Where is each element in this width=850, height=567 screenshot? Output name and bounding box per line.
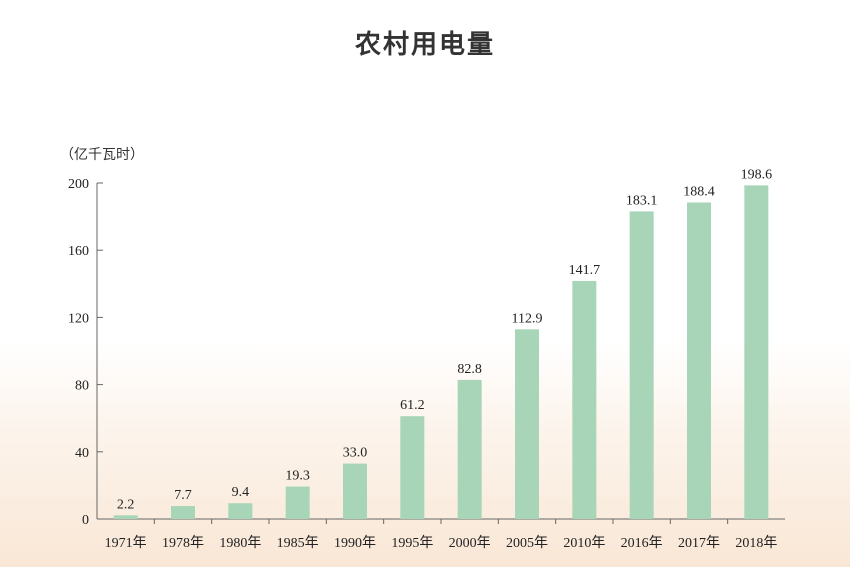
bar bbox=[572, 280, 597, 519]
bar bbox=[629, 211, 654, 519]
chart-title: 农村用电量 bbox=[354, 30, 495, 60]
bar-value-label: 61.2 bbox=[400, 398, 425, 413]
bar-value-label: 9.4 bbox=[232, 485, 250, 500]
bar-value-label: 7.7 bbox=[174, 488, 192, 503]
y-tick-label: 200 bbox=[68, 177, 89, 192]
bar-value-label: 141.7 bbox=[569, 263, 601, 278]
x-category-label: 2018年 bbox=[735, 535, 777, 551]
bar bbox=[515, 329, 539, 519]
x-category-label: 1995年 bbox=[391, 535, 433, 551]
bar bbox=[113, 515, 138, 519]
bar-value-label: 33.0 bbox=[343, 446, 368, 461]
bar-value-label: 198.6 bbox=[741, 167, 773, 182]
y-axis-unit-label: （亿千瓦时） bbox=[60, 147, 144, 163]
y-tick-label: 160 bbox=[68, 244, 89, 259]
y-tick-label: 80 bbox=[75, 379, 89, 394]
bar bbox=[343, 463, 367, 519]
bar bbox=[228, 503, 253, 519]
bar bbox=[744, 185, 769, 520]
x-category-label: 1990年 bbox=[334, 535, 376, 551]
x-category-label: 1980年 bbox=[219, 535, 261, 551]
x-category-label: 1971年 bbox=[105, 535, 147, 551]
bar-value-label: 19.3 bbox=[285, 469, 310, 484]
bar-value-label: 2.2 bbox=[117, 497, 135, 512]
bar-value-label: 188.4 bbox=[683, 184, 715, 199]
bar bbox=[285, 486, 310, 519]
bar bbox=[400, 416, 425, 519]
x-category-label: 2010年 bbox=[563, 535, 605, 551]
y-tick-label: 40 bbox=[75, 446, 89, 461]
x-category-label: 2016年 bbox=[621, 535, 663, 551]
x-category-label: 2000年 bbox=[449, 535, 491, 551]
bar bbox=[171, 506, 195, 519]
bar bbox=[457, 379, 482, 519]
x-category-label: 2017年 bbox=[678, 535, 720, 551]
bar-value-label: 183.1 bbox=[626, 193, 658, 208]
y-tick-label: 120 bbox=[68, 311, 89, 326]
bar-value-label: 112.9 bbox=[512, 311, 543, 326]
x-category-label: 1985年 bbox=[277, 535, 319, 551]
x-category-label: 1978年 bbox=[162, 535, 204, 551]
bar bbox=[687, 202, 711, 519]
x-category-label: 2005年 bbox=[506, 535, 548, 551]
bar-value-label: 82.8 bbox=[457, 362, 482, 377]
y-tick-label: 0 bbox=[82, 513, 89, 528]
